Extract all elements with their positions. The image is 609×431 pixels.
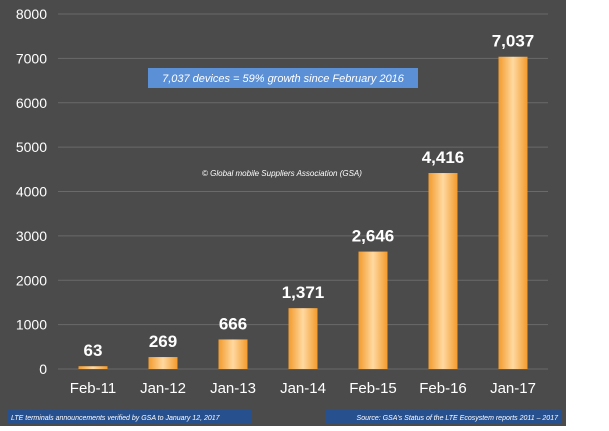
bar-value-label: 7,037: [492, 32, 535, 51]
growth-annotation-box: [148, 68, 418, 88]
x-tick-label: Feb-15: [349, 380, 397, 397]
y-tick-label: 3000: [16, 228, 47, 244]
x-tick-label: Jan-17: [490, 380, 536, 397]
x-tick-label: Jan-13: [210, 380, 256, 397]
footer-right-box: [326, 410, 562, 424]
bar: [78, 366, 108, 369]
x-tick-label: Feb-11: [70, 380, 116, 397]
y-tick-label: 2000: [16, 272, 47, 288]
growth-annotation: 7,037 devices = 59% growth since Februar…: [162, 73, 405, 85]
y-tick-label: 0: [39, 361, 47, 377]
footer-left-note: LTE terminals announcements verified by …: [11, 415, 221, 422]
x-axis-ticks: Feb-11 Jan-12 Jan-13 Jan-14 Feb-15 Feb-16 Jan-…: [70, 380, 536, 397]
bar: [358, 251, 388, 369]
y-tick-label: 1000: [16, 317, 47, 333]
y-tick-label: 7000: [16, 50, 47, 66]
bar: [498, 56, 528, 369]
bar: [148, 357, 178, 369]
x-tick-label: Jan-12: [140, 380, 186, 397]
footer-right-source: Source: GSA's Status of the LTE Ecosyste…: [357, 415, 560, 422]
x-tick-label: Feb-16: [419, 380, 467, 397]
y-tick-label: 4000: [16, 184, 47, 200]
data-labels: 63 269 666 1,371 2,646 4,416 7,037: [84, 32, 535, 360]
bar: [428, 173, 458, 369]
bars: [78, 56, 528, 369]
bar-value-label: 63: [84, 341, 103, 360]
gridlines: [58, 13, 548, 370]
x-tick-label: Jan-14: [280, 380, 326, 397]
chart-background: [0, 0, 566, 426]
bar: [288, 308, 318, 369]
bar-value-label: 4,416: [422, 148, 465, 167]
y-tick-label: 8000: [16, 6, 47, 22]
y-tick-label: 5000: [16, 139, 47, 155]
bar-value-label: 1,371: [282, 283, 325, 302]
bar-value-label: 666: [219, 314, 247, 333]
y-tick-label: 6000: [16, 95, 47, 111]
footer-left-box: [7, 410, 251, 424]
copyright-annotation: © Global mobile Suppliers Association (G…: [202, 169, 362, 178]
bar: [218, 339, 248, 369]
bar-value-label: 2,646: [352, 227, 395, 246]
y-axis-ticks: 0 1000 2000 3000 4000 5000 6000 7000 8000: [16, 6, 47, 377]
bar-value-label: 269: [149, 332, 177, 351]
